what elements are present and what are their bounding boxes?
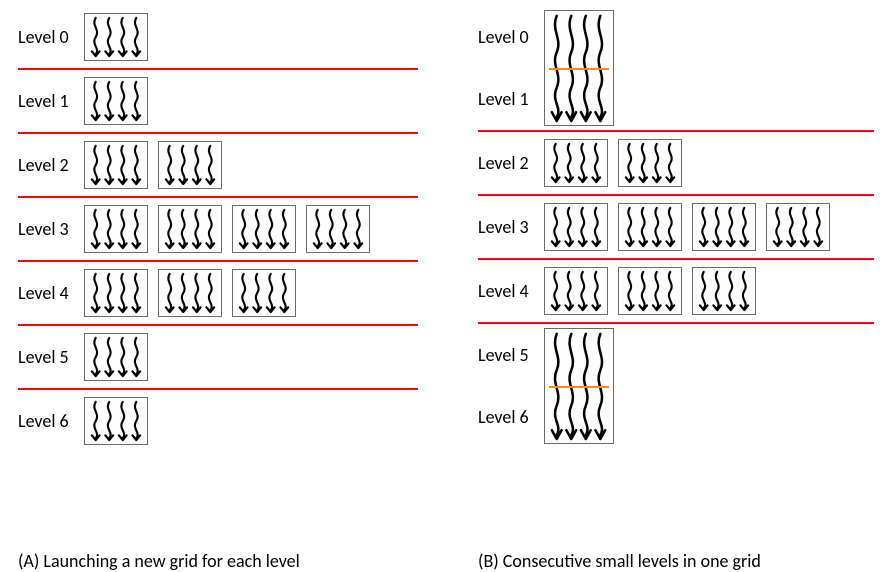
thread-blocks <box>84 134 222 196</box>
level-label: Level 2 <box>18 154 84 176</box>
level-row: Level 2 <box>18 134 418 196</box>
level-label: Level 4 <box>478 280 544 302</box>
wavy-threads-icon <box>235 208 293 250</box>
thread-blocks <box>544 260 756 322</box>
figure: Level 0 Level 1 Level 2 Level 3 Level 4 Level… <box>0 0 892 572</box>
level-row: Level 4 <box>478 260 874 322</box>
merged-level-row: Level 0 Level 1 <box>478 6 874 130</box>
level-label: Level 1 <box>478 88 544 110</box>
level-row: Level 1 <box>18 70 418 132</box>
thread-block <box>306 205 370 253</box>
thread-blocks <box>544 324 614 448</box>
panel-a-rows: Level 0 Level 1 Level 2 Level 3 Level 4 Level… <box>18 6 418 540</box>
merged-level-labels: Level 5 Level 6 <box>478 324 544 448</box>
level-label: Level 5 <box>18 346 84 368</box>
thread-blocks <box>84 390 148 452</box>
thread-block <box>232 269 296 317</box>
thread-block <box>766 203 830 251</box>
thread-block <box>158 269 222 317</box>
wavy-threads-icon <box>87 80 145 122</box>
thread-blocks <box>84 326 148 388</box>
thread-block <box>618 267 682 315</box>
wavy-threads-icon <box>547 270 605 312</box>
wavy-threads-icon <box>161 208 219 250</box>
thread-block <box>544 203 608 251</box>
level-row: Level 0 <box>18 6 418 68</box>
wavy-threads-icon <box>621 270 679 312</box>
thread-blocks <box>84 6 148 68</box>
wavy-threads-icon <box>235 272 293 314</box>
thread-blocks <box>84 70 148 132</box>
wavy-threads-icon <box>87 16 145 58</box>
thread-block <box>544 139 608 187</box>
thread-block <box>84 205 148 253</box>
level-label: Level 5 <box>478 344 544 366</box>
thread-block <box>232 205 296 253</box>
thread-block <box>84 77 148 125</box>
wavy-threads-icon <box>87 144 145 186</box>
sync-line <box>549 68 609 70</box>
thread-block <box>84 13 148 61</box>
level-label: Level 1 <box>18 90 84 112</box>
level-row: Level 2 <box>478 132 874 194</box>
panel-b: Level 0 Level 1 Level 2 Level 3 Level 4 Level… <box>478 6 874 572</box>
level-row: Level 3 <box>18 198 418 260</box>
wavy-threads-icon <box>695 206 753 248</box>
wavy-threads-icon <box>161 272 219 314</box>
wavy-threads-icon <box>547 142 605 184</box>
wavy-threads-icon <box>695 270 753 312</box>
thread-blocks <box>544 6 614 130</box>
thread-block <box>544 267 608 315</box>
level-label: Level 3 <box>478 216 544 238</box>
sync-line <box>549 386 609 388</box>
level-row: Level 3 <box>478 196 874 258</box>
level-label: Level 2 <box>478 152 544 174</box>
thread-block <box>158 205 222 253</box>
wavy-threads-icon <box>547 206 605 248</box>
thread-block <box>84 397 148 445</box>
thread-block <box>618 203 682 251</box>
level-row: Level 5 <box>18 326 418 388</box>
level-label: Level 4 <box>18 282 84 304</box>
wavy-threads-icon <box>87 336 145 378</box>
wavy-threads-icon <box>309 208 367 250</box>
thread-blocks <box>84 198 370 260</box>
thread-block-tall <box>544 328 614 444</box>
wavy-threads-icon <box>87 272 145 314</box>
panel-b-caption: (B) Consecutive small levels in one grid <box>478 540 874 572</box>
wavy-threads-icon <box>87 208 145 250</box>
thread-block <box>84 141 148 189</box>
wavy-threads-icon <box>769 206 827 248</box>
level-label: Level 6 <box>18 410 84 432</box>
thread-block <box>84 269 148 317</box>
thread-blocks <box>544 196 830 258</box>
thread-block <box>618 139 682 187</box>
wavy-threads-icon <box>87 400 145 442</box>
thread-blocks <box>84 262 296 324</box>
panel-a-caption: (A) Launching a new grid for each level <box>18 540 418 572</box>
panel-b-rows: Level 0 Level 1 Level 2 Level 3 Level 4 Level… <box>478 6 874 540</box>
thread-block <box>692 203 756 251</box>
level-label: Level 0 <box>478 26 544 48</box>
thread-block <box>84 333 148 381</box>
wavy-threads-icon <box>161 144 219 186</box>
level-label: Level 6 <box>478 406 544 428</box>
wavy-threads-icon <box>621 206 679 248</box>
thread-block <box>692 267 756 315</box>
level-label: Level 0 <box>18 26 84 48</box>
thread-block <box>158 141 222 189</box>
level-label: Level 3 <box>18 218 84 240</box>
wavy-threads-icon <box>621 142 679 184</box>
merged-level-row: Level 5 Level 6 <box>478 324 874 448</box>
thread-block-tall <box>544 10 614 126</box>
level-row: Level 4 <box>18 262 418 324</box>
level-row: Level 6 <box>18 390 418 452</box>
thread-blocks <box>544 132 682 194</box>
merged-level-labels: Level 0 Level 1 <box>478 6 544 130</box>
panel-a: Level 0 Level 1 Level 2 Level 3 Level 4 Level… <box>18 6 418 572</box>
